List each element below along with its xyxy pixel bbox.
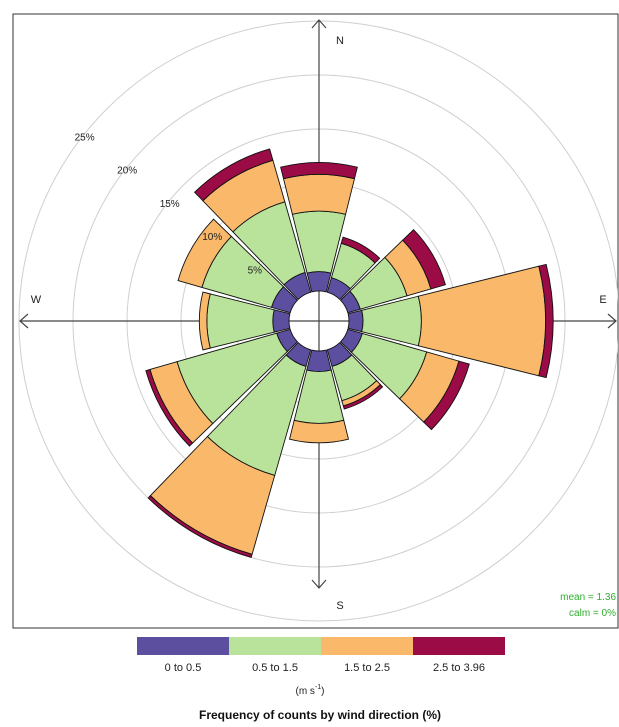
legend-units: (m s-1) — [295, 684, 324, 697]
legend-swatch-1 — [229, 637, 321, 655]
legend-label-0: 0 to 0.5 — [165, 662, 202, 674]
ring-label-3: 20% — [117, 166, 137, 177]
ring-label-0: 5% — [248, 265, 263, 276]
petal-60-bin-3 — [402, 229, 446, 290]
compass-n-label: N — [336, 35, 344, 47]
stat-calm: calm = 0% — [569, 608, 616, 619]
legend-label-1: 0.5 to 1.5 — [252, 662, 298, 674]
petal-300-bin-2 — [177, 218, 233, 288]
petal-210-bin-3 — [147, 494, 253, 559]
legend: 0 to 0.5 0.5 to 1.5 1.5 to 2.5 2.5 to 3.… — [137, 637, 505, 674]
petal-270-bin-2 — [198, 291, 211, 351]
petal-90-bin-3 — [538, 263, 554, 379]
ring-labels: 5% 10% 15% 20% 25% — [75, 132, 263, 276]
legend-swatch-0 — [137, 637, 229, 655]
legend-label-2: 1.5 to 2.5 — [344, 662, 390, 674]
ring-label-1: 10% — [202, 232, 222, 243]
petal-30-bin-3 — [340, 236, 381, 264]
ring-label-2: 15% — [160, 199, 180, 210]
chart-title: Frequency of counts by wind direction (%… — [199, 708, 441, 722]
petal-270-bin-0 — [272, 309, 291, 333]
compass-w-label: W — [31, 294, 42, 306]
arrow-w-icon — [19, 313, 29, 329]
petal-330-bin-3 — [193, 148, 274, 202]
petal-90-bin-0 — [347, 309, 364, 333]
petal-240-bin-3 — [145, 368, 194, 447]
petal-120-bin-3 — [423, 360, 470, 431]
stat-mean: mean = 1.36 — [560, 592, 616, 603]
petal-0-bin-3 — [280, 162, 358, 180]
petal-180-bin-2 — [288, 419, 350, 444]
ring-label-4: 25% — [75, 132, 95, 143]
petal-150-bin-3 — [342, 383, 384, 410]
legend-swatch-2 — [321, 637, 413, 655]
petals — [145, 148, 554, 559]
petal-0-bin-0 — [306, 271, 332, 293]
arrow-s-icon — [311, 579, 327, 589]
legend-label-3: 2.5 to 3.96 — [433, 662, 485, 674]
compass-e-label: E — [599, 294, 606, 306]
legend-swatch-3 — [413, 637, 505, 655]
arrow-n-icon — [311, 19, 327, 29]
compass-s-label: S — [336, 600, 343, 612]
arrow-e-icon — [607, 313, 617, 329]
petal-0-bin-2 — [282, 173, 356, 215]
